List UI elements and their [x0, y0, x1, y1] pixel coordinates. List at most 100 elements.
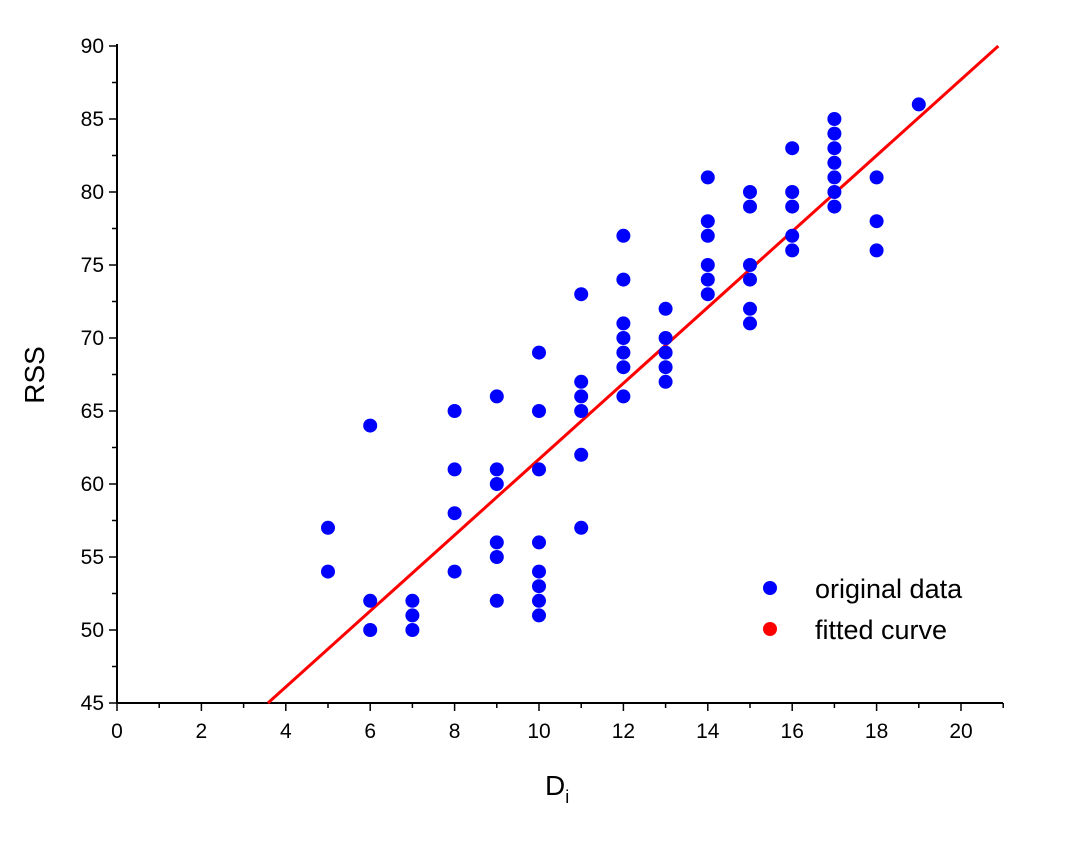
- data-point: [363, 623, 378, 637]
- data-point: [405, 593, 420, 608]
- legend-marker-original-data: [763, 581, 777, 595]
- data-point: [616, 345, 631, 360]
- x-tick-label: 12: [612, 720, 635, 743]
- data-point: [363, 418, 378, 433]
- y-tick-label: 75: [81, 254, 104, 277]
- x-axis-label: Di: [545, 770, 569, 807]
- data-point: [785, 141, 800, 156]
- data-point: [616, 360, 631, 375]
- data-point: [532, 404, 546, 418]
- data-point: [616, 331, 631, 345]
- data-point: [489, 535, 504, 550]
- x-tick-label: 0: [111, 720, 123, 743]
- legend-marker-fitted-curve: [763, 622, 777, 636]
- data-point: [574, 520, 589, 535]
- data-point: [869, 214, 884, 229]
- data-point: [321, 564, 335, 579]
- data-point: [827, 112, 842, 126]
- x-tick-label: 10: [527, 720, 550, 743]
- data-point: [489, 462, 504, 477]
- data-point: [700, 214, 715, 229]
- data-point: [743, 185, 757, 199]
- data-marks: [266, 44, 1000, 705]
- data-point: [911, 97, 926, 112]
- y-tick-label: 80: [81, 181, 104, 204]
- x-tick-label: 2: [196, 720, 208, 743]
- data-point: [532, 535, 546, 550]
- data-point: [489, 550, 504, 564]
- y-tick-label: 45: [81, 692, 104, 715]
- data-point: [827, 155, 842, 170]
- x-tick-label: 18: [865, 720, 888, 743]
- data-point: [447, 462, 462, 477]
- data-point: [658, 331, 673, 345]
- data-point: [532, 608, 546, 623]
- data-point: [532, 564, 546, 579]
- data-point: [405, 623, 420, 637]
- data-point: [574, 287, 589, 302]
- data-point: [616, 316, 631, 331]
- data-point: [827, 141, 842, 156]
- data-point: [405, 608, 420, 623]
- data-point: [532, 462, 546, 477]
- data-point: [658, 360, 673, 375]
- y-tick-label: 85: [81, 108, 104, 131]
- x-tick-label: 14: [696, 720, 720, 743]
- data-point: [700, 287, 715, 302]
- data-point: [785, 243, 800, 258]
- data-point: [827, 199, 842, 214]
- data-point: [700, 272, 715, 287]
- data-point: [743, 258, 757, 272]
- x-tick-label: 4: [280, 720, 292, 743]
- data-point: [869, 243, 884, 258]
- data-point: [616, 272, 631, 287]
- data-point: [869, 170, 884, 185]
- x-tick-label: 8: [449, 720, 461, 743]
- axes: 0 2 4 6 8 10 12 14 16 18 20 45 50 55 60 65 70 75 80 85 90: [81, 35, 1004, 743]
- data-point: [700, 170, 715, 185]
- data-point: [616, 389, 631, 404]
- data-point: [574, 374, 589, 389]
- x-tick-label: 16: [781, 720, 804, 743]
- legend-label-fitted-curve: fitted curve: [815, 615, 947, 645]
- data-point: [827, 185, 842, 199]
- y-axis-label: RSS: [19, 346, 50, 404]
- data-point: [700, 258, 715, 272]
- data-point: [616, 228, 631, 243]
- data-point: [743, 301, 757, 316]
- data-point: [658, 345, 673, 360]
- data-point: [785, 199, 800, 214]
- data-point: [743, 316, 757, 331]
- x-axis-label-main: D: [545, 770, 565, 801]
- data-point: [827, 170, 842, 185]
- y-tick-label: 55: [81, 546, 104, 569]
- data-point: [574, 389, 589, 404]
- data-point: [489, 389, 504, 404]
- fitted-curve-line: [266, 44, 1000, 705]
- y-tick-label: 65: [81, 400, 104, 423]
- data-point: [658, 301, 673, 316]
- data-point: [785, 185, 800, 199]
- data-point: [785, 228, 800, 243]
- data-point: [489, 477, 504, 491]
- data-point: [532, 345, 546, 360]
- data-point: [574, 404, 589, 418]
- data-point: [743, 199, 757, 214]
- data-point: [658, 374, 673, 389]
- data-point: [532, 593, 546, 608]
- y-tick-label: 50: [81, 619, 104, 642]
- x-tick-label: 20: [949, 720, 972, 743]
- data-point: [447, 564, 462, 579]
- legend: original data fitted curve: [763, 574, 963, 645]
- data-point: [532, 579, 546, 594]
- y-tick-label: 90: [81, 35, 104, 58]
- legend-label-original-data: original data: [815, 574, 963, 604]
- data-point: [574, 447, 589, 462]
- data-point: [447, 506, 462, 521]
- data-point: [447, 404, 462, 418]
- data-point: [489, 593, 504, 608]
- data-point: [321, 520, 335, 535]
- data-point: [700, 228, 715, 243]
- data-point: [827, 126, 842, 141]
